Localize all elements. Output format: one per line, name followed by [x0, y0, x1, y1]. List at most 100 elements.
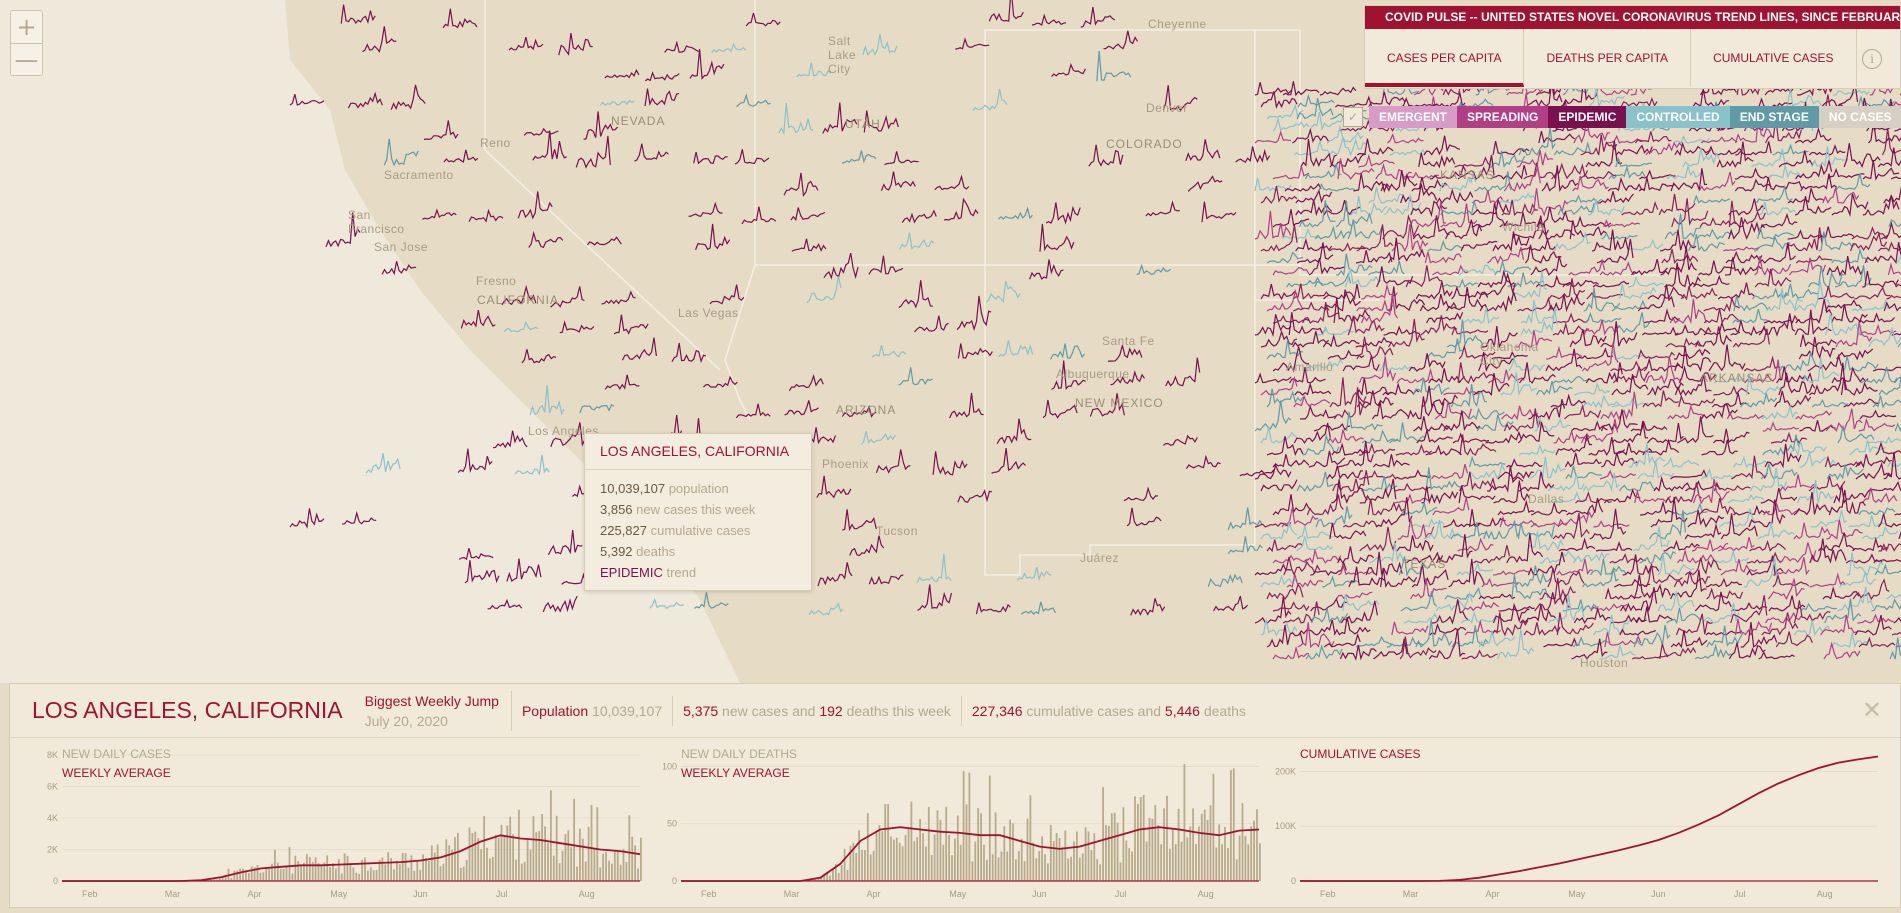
county-trend-line[interactable]: [991, 448, 1027, 474]
county-trend-line[interactable]: [1254, 522, 1292, 528]
county-trend-line[interactable]: [1369, 542, 1406, 564]
county-trend-line[interactable]: [1633, 624, 1671, 648]
county-trend-line[interactable]: [1541, 165, 1579, 192]
county-trend-line[interactable]: [1877, 147, 1901, 168]
county-trend-line[interactable]: [1839, 571, 1876, 588]
county-trend-line[interactable]: [1431, 599, 1469, 625]
county-trend-line[interactable]: [998, 206, 1033, 220]
county-trend-line[interactable]: [1373, 638, 1410, 660]
county-trend-line[interactable]: [1511, 215, 1549, 240]
county-trend-line[interactable]: [1762, 421, 1799, 432]
county-trend-line[interactable]: [1595, 81, 1633, 96]
county-trend-line[interactable]: [1293, 139, 1331, 156]
county-trend-line[interactable]: [1582, 568, 1619, 588]
county-trend-line[interactable]: [1406, 551, 1444, 564]
county-trend-line[interactable]: [1600, 391, 1638, 421]
county-trend-line[interactable]: [1356, 299, 1394, 312]
county-trend-line[interactable]: [1662, 456, 1700, 468]
county-trend-line[interactable]: [1802, 357, 1840, 384]
county-trend-line[interactable]: [1795, 299, 1833, 324]
county-trend-line[interactable]: [1590, 603, 1628, 612]
county-trend-line[interactable]: [1546, 345, 1583, 360]
county-trend-line[interactable]: [1468, 455, 1506, 468]
county-trend-line[interactable]: [1860, 487, 1898, 504]
county-trend-line[interactable]: [1426, 338, 1463, 360]
county-trend-line[interactable]: [1653, 475, 1691, 492]
county-trend-line[interactable]: [1841, 355, 1879, 372]
county-trend-line[interactable]: [1529, 456, 1567, 480]
county-trend-line[interactable]: [1266, 388, 1304, 408]
county-trend-line[interactable]: [1800, 602, 1837, 612]
county-trend-line[interactable]: [1336, 253, 1373, 277]
county-trend-line[interactable]: [1355, 635, 1393, 648]
county-trend-line[interactable]: [1511, 574, 1549, 600]
county-trend-line[interactable]: [1855, 454, 1892, 469]
county-trend-line[interactable]: [1254, 372, 1292, 384]
county-trend-line[interactable]: [1763, 500, 1801, 516]
county-trend-line[interactable]: [1016, 566, 1052, 582]
county-trend-line[interactable]: [1828, 489, 1866, 516]
county-trend-line[interactable]: [1760, 212, 1798, 228]
county-trend-line[interactable]: [1397, 518, 1435, 540]
county-trend-line[interactable]: [1547, 594, 1585, 624]
county-trend-line[interactable]: [457, 448, 493, 473]
county-trend-line[interactable]: [1887, 100, 1901, 108]
county-trend-line[interactable]: [1761, 612, 1799, 636]
county-trend-line[interactable]: [1409, 201, 1447, 228]
county-trend-line[interactable]: [649, 597, 684, 610]
county-trend-line[interactable]: [1547, 293, 1585, 313]
county-trend-line[interactable]: [1778, 150, 1816, 168]
county-trend-line[interactable]: [1680, 286, 1718, 301]
county-trend-line[interactable]: [1506, 533, 1544, 564]
county-trend-line[interactable]: [916, 553, 952, 584]
county-trend-line[interactable]: [1395, 443, 1432, 456]
legend-checkbox[interactable]: ✓: [1343, 107, 1363, 127]
county-trend-line[interactable]: [1296, 471, 1334, 492]
county-trend-line[interactable]: [1518, 127, 1556, 156]
county-trend-line[interactable]: [1488, 150, 1526, 168]
county-trend-line[interactable]: [693, 592, 729, 609]
county-trend-line[interactable]: [1677, 416, 1714, 444]
county-trend-line[interactable]: [1367, 498, 1405, 516]
county-trend-line[interactable]: [1618, 119, 1655, 132]
county-trend-line[interactable]: [583, 111, 619, 140]
county-trend-line[interactable]: [601, 290, 636, 305]
county-trend-line[interactable]: [1510, 271, 1548, 300]
county-trend-line[interactable]: [1713, 385, 1750, 396]
county-trend-line[interactable]: [1596, 238, 1634, 264]
county-trend-line[interactable]: [1571, 638, 1608, 660]
county-trend-line[interactable]: [1524, 244, 1562, 264]
county-trend-line[interactable]: [1666, 165, 1704, 180]
county-trend-line[interactable]: [1701, 467, 1738, 480]
county-trend-line[interactable]: [289, 508, 325, 529]
county-trend-line[interactable]: [1794, 280, 1831, 312]
legend-spreading[interactable]: SPREADING: [1457, 106, 1549, 128]
county-trend-line[interactable]: [1318, 183, 1356, 192]
county-trend-line[interactable]: [1302, 302, 1339, 324]
county-trend-line[interactable]: [1552, 122, 1589, 132]
county-trend-line[interactable]: [1296, 242, 1334, 264]
county-trend-line[interactable]: [1642, 438, 1680, 456]
county-trend-line[interactable]: [1356, 224, 1394, 252]
county-trend-line[interactable]: [1743, 355, 1781, 372]
county-trend-line[interactable]: [1260, 283, 1298, 301]
county-trend-line[interactable]: [1443, 386, 1480, 396]
county-trend-line[interactable]: [1691, 539, 1729, 552]
county-trend-line[interactable]: [1382, 77, 1420, 96]
county-trend-line[interactable]: [841, 404, 877, 418]
county-trend-line[interactable]: [1862, 195, 1900, 216]
county-trend-line[interactable]: [1416, 429, 1453, 444]
county-trend-line[interactable]: [932, 451, 968, 476]
county-trend-line[interactable]: [1462, 307, 1500, 325]
county-trend-line[interactable]: [1552, 312, 1590, 324]
county-trend-line[interactable]: [1872, 365, 1901, 372]
county-trend-line[interactable]: [644, 88, 680, 107]
county-trend-line[interactable]: [1833, 485, 1871, 504]
county-trend-line[interactable]: [901, 209, 937, 224]
county-trend-line[interactable]: [1391, 621, 1429, 636]
county-trend-line[interactable]: [1757, 226, 1794, 240]
county-trend-line[interactable]: [1227, 536, 1263, 555]
county-trend-line[interactable]: [957, 489, 993, 503]
county-trend-line[interactable]: [1615, 144, 1653, 156]
county-trend-line[interactable]: [547, 530, 583, 556]
